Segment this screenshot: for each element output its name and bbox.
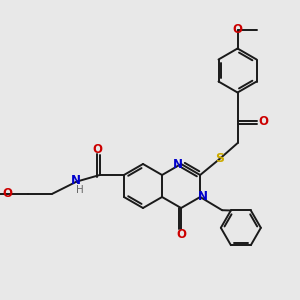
Text: O: O [176,228,186,242]
Text: O: O [258,115,268,128]
Text: O: O [232,23,243,36]
Text: S: S [215,152,224,165]
Text: N: N [198,190,208,203]
Text: O: O [2,187,12,200]
Text: N: N [173,158,183,170]
Text: O: O [93,143,103,156]
Text: N: N [70,174,81,187]
Text: H: H [76,184,83,195]
